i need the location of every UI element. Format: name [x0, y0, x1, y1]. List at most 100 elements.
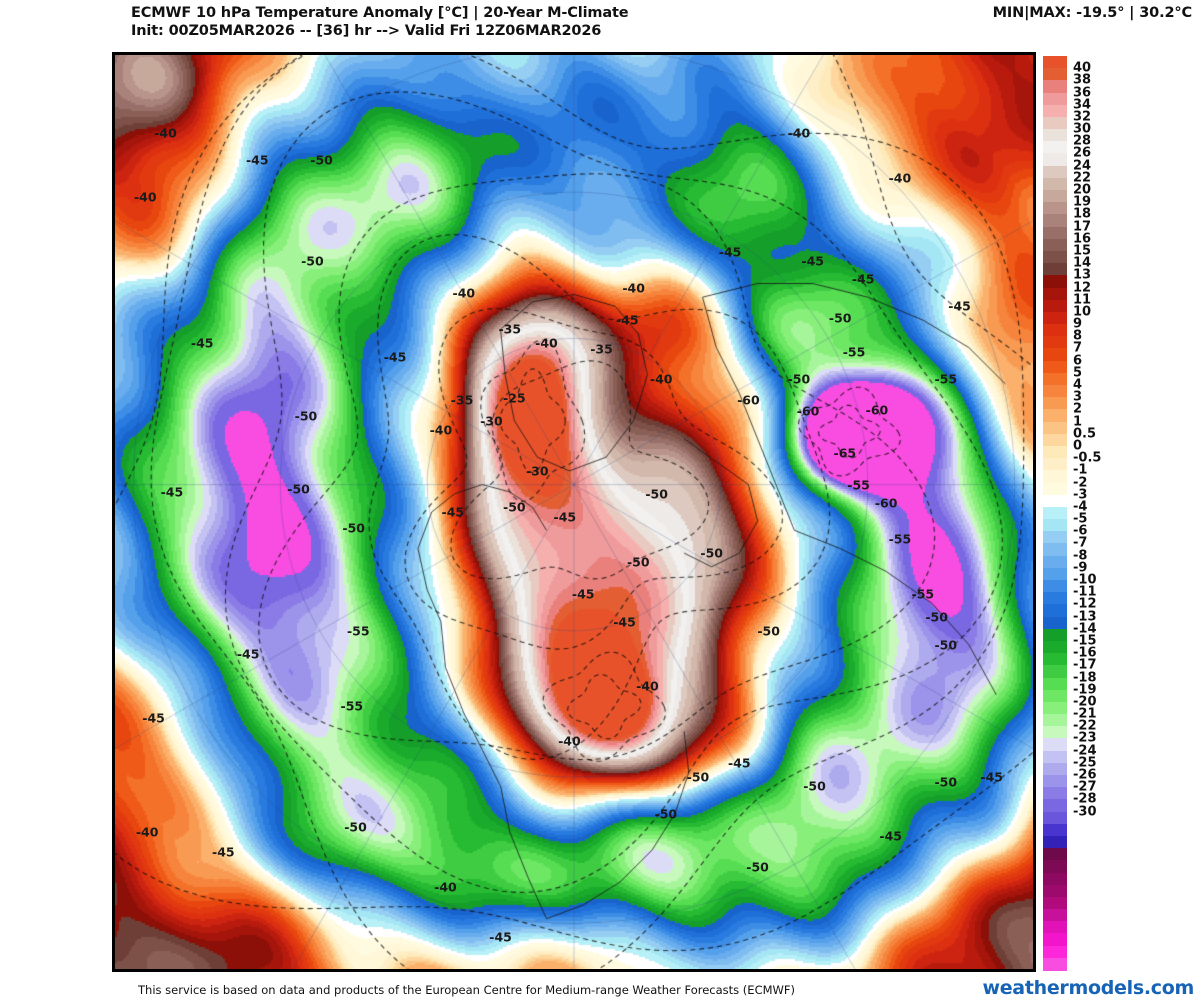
colorbar-tick-label: -6 — [1073, 523, 1088, 539]
contour-label: -45 — [383, 349, 407, 365]
colorbar-swatch — [1043, 129, 1067, 142]
colorbar-swatch — [1043, 141, 1067, 155]
contour-label: -50 — [746, 859, 769, 875]
contour-label: -35 — [590, 341, 613, 357]
colorbar-swatch — [1043, 543, 1067, 557]
colorbar-tick-label: -13 — [1073, 609, 1097, 625]
colorbar-swatch — [1043, 580, 1067, 593]
contour-label: -35 — [498, 321, 522, 337]
contour-label: -40 — [787, 125, 811, 141]
contour-label: -50 — [287, 481, 310, 497]
colorbar-swatch — [1043, 677, 1067, 691]
colorbar-tick-label: 30 — [1073, 121, 1092, 137]
contour-label: -65 — [833, 445, 857, 461]
colorbar-tick-label: -21 — [1073, 706, 1097, 722]
contour-label: -40 — [622, 280, 645, 296]
colorbar-tick-label: -9 — [1073, 560, 1088, 576]
colorbar-swatch — [1043, 689, 1067, 703]
colorbar-swatch — [1043, 750, 1067, 764]
colorbar-swatch — [1043, 604, 1067, 618]
contour-label: -50 — [310, 152, 333, 168]
colorbar-tick-label: 6 — [1073, 353, 1083, 369]
colorbar-swatch — [1043, 324, 1067, 337]
colorbar-tick-label: 36 — [1073, 85, 1092, 101]
contour-label: -45 — [236, 646, 260, 662]
colorbar-swatch — [1043, 202, 1067, 216]
colorbar-tick-label: -19 — [1073, 682, 1097, 698]
colorbar-tick-label: -15 — [1073, 633, 1097, 649]
contour-label: -25 — [503, 390, 526, 406]
title-block: ECMWF 10 hPa Temperature Anomaly [°C] | … — [131, 4, 629, 40]
colorbar-tick-label: -27 — [1073, 779, 1097, 795]
colorbar-tick-label: -18 — [1073, 670, 1097, 686]
colorbar-tick-label: 24 — [1073, 158, 1092, 174]
anomaly-heatmap-canvas — [115, 55, 1033, 969]
colorbar-swatch — [1043, 482, 1067, 496]
colorbar-tick-label: 8 — [1073, 328, 1083, 344]
chart-title: ECMWF 10 hPa Temperature Anomaly [°C] | … — [131, 5, 629, 21]
contour-label: -55 — [340, 698, 364, 714]
colorbar-swatch — [1043, 628, 1067, 642]
colorbar-swatch — [1043, 653, 1067, 666]
contour-label: -30 — [525, 463, 549, 479]
contour-label: -50 — [301, 253, 324, 269]
colorbar-swatch — [1043, 311, 1067, 325]
colorbar-swatch — [1043, 275, 1067, 289]
colorbar-swatch — [1043, 153, 1067, 167]
map-frame[interactable]: -40 -40 -45 -50 -50 -45 -45 -50 -50 -55 -55 -50 -45 -… — [112, 52, 1036, 972]
colorbar-swatch — [1043, 299, 1067, 313]
colorbar-tick-label: -10 — [1073, 572, 1097, 588]
colorbar-tick-label: -7 — [1073, 535, 1088, 551]
contour-label: -55 — [888, 531, 912, 547]
colorbar-swatch — [1043, 104, 1067, 118]
colorbar-swatch — [1043, 701, 1067, 715]
colorbar-tick-label: 4 — [1073, 377, 1083, 393]
contour-label: -50 — [645, 486, 668, 502]
colorbar-swatch — [1043, 787, 1067, 800]
contour-label: -50 — [294, 408, 318, 424]
contour-label: -45 — [948, 298, 971, 314]
colorbar-tick-label: 17 — [1073, 219, 1092, 235]
header: ECMWF 10 hPa Temperature Anomaly [°C] | … — [0, 0, 1202, 50]
colorbar-tick-label: 0.5 — [1073, 426, 1097, 442]
colorbar-tick-label: -1 — [1073, 462, 1088, 478]
colorbar-tick-label: 7 — [1073, 340, 1083, 356]
attribution-text: This service is based on data and produc… — [138, 983, 795, 997]
colorbar-swatch — [1043, 250, 1067, 264]
contour-label: -55 — [346, 623, 370, 639]
contour-label: -45 — [190, 335, 214, 351]
colorbar-swatch — [1043, 726, 1067, 740]
colorbar-tick-label: -16 — [1073, 645, 1097, 661]
colorbar-tick-label: 26 — [1073, 145, 1092, 161]
colorbar-swatch — [1043, 214, 1067, 228]
colorbar-tick-label: -11 — [1073, 584, 1097, 600]
colorbar-tick-label: -23 — [1073, 730, 1097, 746]
colorbar-tick-label: -22 — [1073, 718, 1097, 734]
colorbar-swatch — [1043, 238, 1067, 252]
contour-label: -50 — [757, 623, 780, 639]
colorbar-swatch — [1043, 336, 1067, 350]
contour-label: -45 — [553, 509, 577, 525]
contour-label: -55 — [847, 477, 870, 493]
colorbar-tick-label: 15 — [1073, 243, 1092, 259]
colorbar-swatch — [1043, 799, 1067, 813]
colorbar-tick-label: 10 — [1073, 304, 1092, 320]
colorbar-tick-label: 9 — [1073, 316, 1083, 332]
contour-label: -50 — [787, 371, 811, 387]
brand-logo[interactable]: weathermodels.com — [982, 977, 1194, 999]
contour-label: -30 — [480, 413, 503, 429]
colorbar-swatch — [1043, 177, 1067, 191]
colorbar-swatch — [1043, 56, 1067, 69]
colorbar-swatch — [1043, 567, 1067, 581]
colorbar-swatch — [1043, 226, 1067, 240]
colorbar-tick-label: 16 — [1073, 231, 1092, 247]
contour-label: -50 — [828, 310, 852, 326]
colorbar-swatch — [1043, 665, 1067, 679]
colorbar-swatch — [1043, 385, 1067, 398]
colorbar-swatch — [1043, 68, 1067, 81]
colorbar-tick-label: -0.5 — [1073, 450, 1102, 466]
colorbar-tick-label: 19 — [1073, 194, 1092, 210]
colorbar-swatch — [1043, 470, 1067, 484]
colorbar-swatch — [1043, 884, 1067, 898]
colorbar-tick-label: 20 — [1073, 182, 1092, 198]
